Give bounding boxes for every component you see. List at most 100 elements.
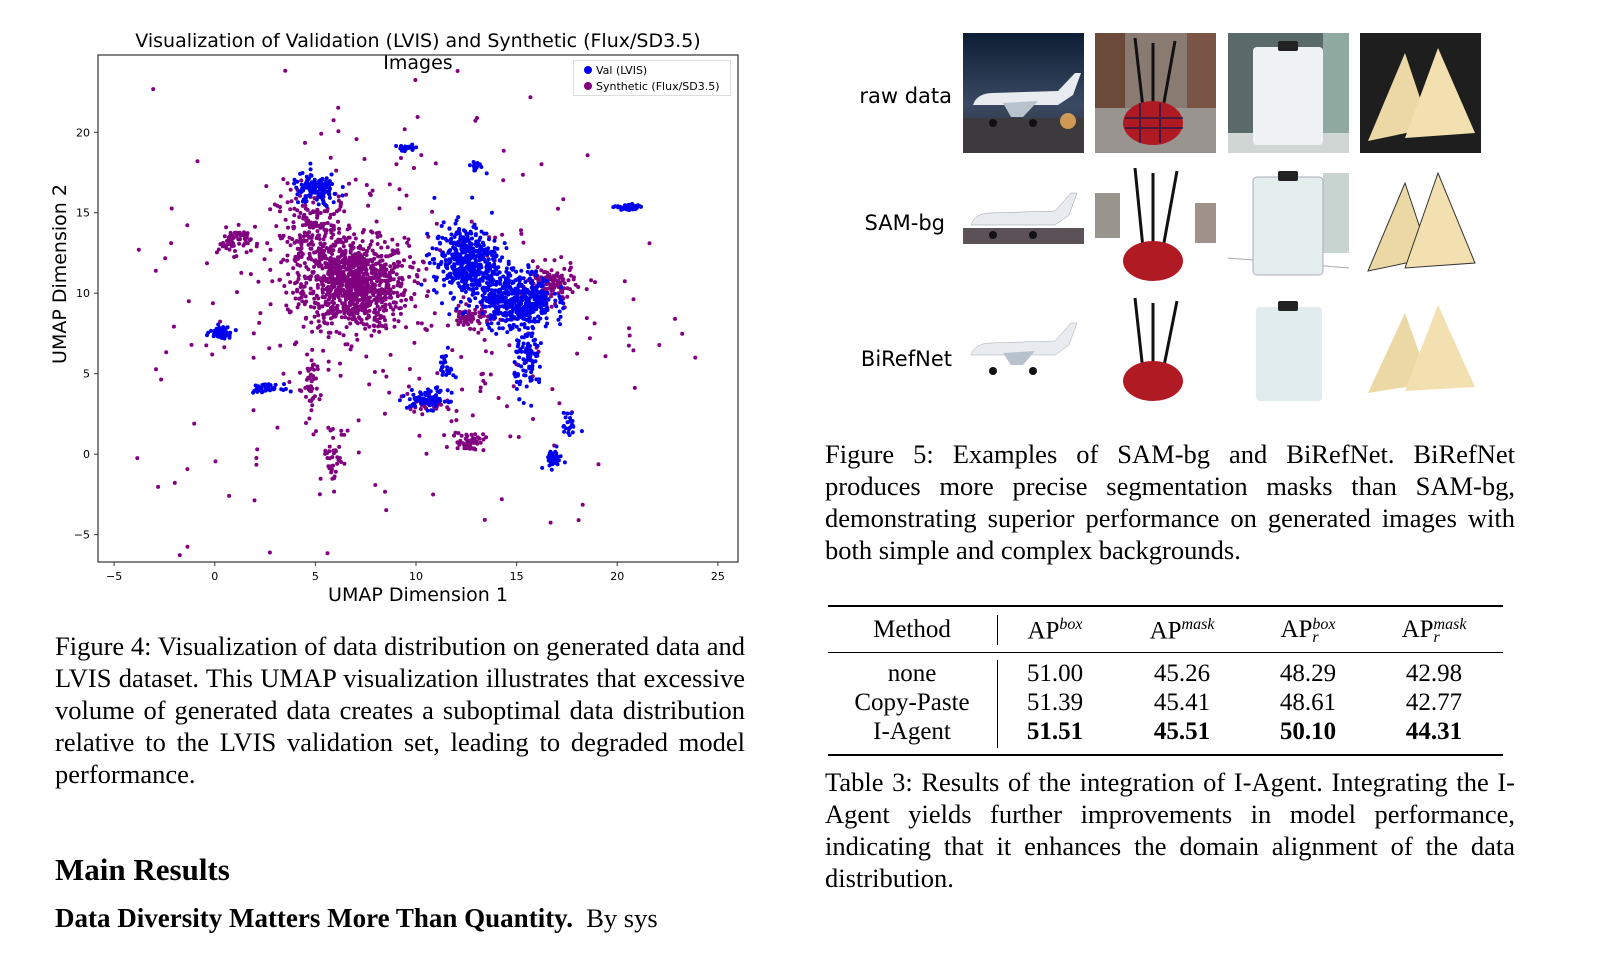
scatter-point	[316, 246, 321, 251]
scatter-point	[318, 211, 323, 215]
scatter-point	[409, 388, 414, 392]
scatter-point	[360, 282, 365, 287]
scatter-point	[349, 246, 354, 250]
scatter-point	[500, 326, 505, 331]
scatter-point	[309, 181, 314, 186]
scatter-point	[568, 416, 572, 420]
scatter-point	[361, 274, 366, 279]
scatter-point	[490, 253, 495, 258]
scatter-point	[465, 271, 469, 276]
scatter-point	[462, 310, 467, 315]
scatter-point	[268, 247, 273, 252]
scatter-point	[468, 446, 472, 451]
scatter-point	[353, 256, 358, 261]
scatter-point	[325, 221, 330, 225]
scatter-point	[404, 325, 408, 330]
scatter-point	[317, 492, 322, 497]
scatter-point	[523, 373, 528, 378]
scatter-point	[308, 246, 313, 251]
scatter-point	[353, 177, 358, 182]
scatter-point	[185, 467, 190, 472]
scatter-point	[288, 309, 293, 314]
scatter-point	[383, 272, 388, 277]
scatter-point	[390, 248, 395, 253]
scatter-point	[296, 302, 301, 307]
value-cell: 48.61	[1279, 689, 1337, 716]
scatter-point	[195, 159, 200, 164]
scatter-point	[502, 304, 507, 309]
scatter-point	[370, 230, 375, 235]
scatter-point	[524, 384, 529, 389]
scatter-point	[496, 290, 501, 295]
scatter-point	[292, 213, 297, 218]
scatter-point	[469, 273, 474, 278]
scatter-point	[514, 324, 519, 329]
section-heading: Main Results	[55, 852, 230, 887]
scatter-point	[322, 227, 327, 232]
method-cell: Copy-Paste	[854, 689, 970, 716]
scatter-point	[458, 316, 463, 321]
scatter-point	[471, 160, 476, 164]
x-tick-label: 15	[510, 570, 524, 583]
legend-item-synthetic: Synthetic (Flux/SD3.5)	[584, 79, 730, 95]
scatter-point	[565, 411, 570, 416]
scatter-point	[432, 274, 436, 279]
scatter-point	[394, 272, 399, 277]
scatter-point	[316, 202, 321, 207]
scatter-point	[407, 274, 412, 279]
scatter-point	[500, 318, 505, 322]
scatter-point	[299, 282, 304, 287]
sam-bg-clipboard-image	[1228, 163, 1349, 283]
scatter-point	[315, 310, 320, 315]
scatter-point	[391, 285, 396, 289]
scatter-point	[356, 271, 361, 276]
scatter-point	[427, 261, 432, 265]
scatter-point	[440, 301, 444, 306]
scatter-point	[326, 425, 331, 430]
scatter-point	[475, 116, 479, 120]
scatter-point	[467, 261, 472, 266]
scatter-point	[308, 372, 313, 377]
scatter-point	[455, 446, 460, 451]
scatter-point	[435, 399, 440, 404]
scatter-point	[507, 323, 512, 328]
scatter-point	[417, 376, 422, 381]
scatter-point	[377, 283, 382, 288]
scatter-point	[498, 287, 503, 292]
scatter-point	[477, 436, 482, 441]
scatter-point	[412, 292, 417, 296]
scatter-point	[312, 296, 317, 301]
scatter-point	[489, 288, 494, 293]
scatter-point	[438, 360, 443, 365]
scatter-point	[292, 181, 297, 186]
scatter-point	[311, 242, 315, 247]
scatter-point	[255, 389, 260, 394]
scatter-point	[435, 389, 440, 394]
scatter-point	[471, 224, 476, 229]
scatter-point	[314, 220, 318, 225]
scatter-point	[396, 263, 401, 268]
scatter-point	[309, 389, 314, 394]
scatter-point	[631, 297, 636, 302]
chart-legend: Val (LVIS) Synthetic (Flux/SD3.5)	[573, 60, 731, 96]
scatter-point	[561, 197, 566, 202]
scatter-point	[552, 258, 557, 263]
scatter-point	[369, 333, 374, 338]
scatter-point	[448, 257, 452, 262]
scatter-point	[304, 394, 308, 399]
scatter-point	[448, 291, 453, 295]
scatter-point	[509, 288, 514, 293]
scatter-point	[329, 468, 334, 473]
scatter-point	[467, 303, 471, 308]
scatter-point	[444, 263, 449, 268]
scatter-point	[254, 244, 259, 249]
scatter-point	[504, 246, 509, 251]
scatter-point	[322, 274, 326, 279]
scatter-point	[522, 311, 526, 316]
scatter-point	[264, 184, 269, 189]
scatter-point	[451, 373, 456, 378]
scatter-point	[366, 313, 371, 318]
scatter-point	[298, 236, 303, 241]
scatter-point	[293, 296, 298, 301]
scatter-point	[570, 419, 575, 423]
